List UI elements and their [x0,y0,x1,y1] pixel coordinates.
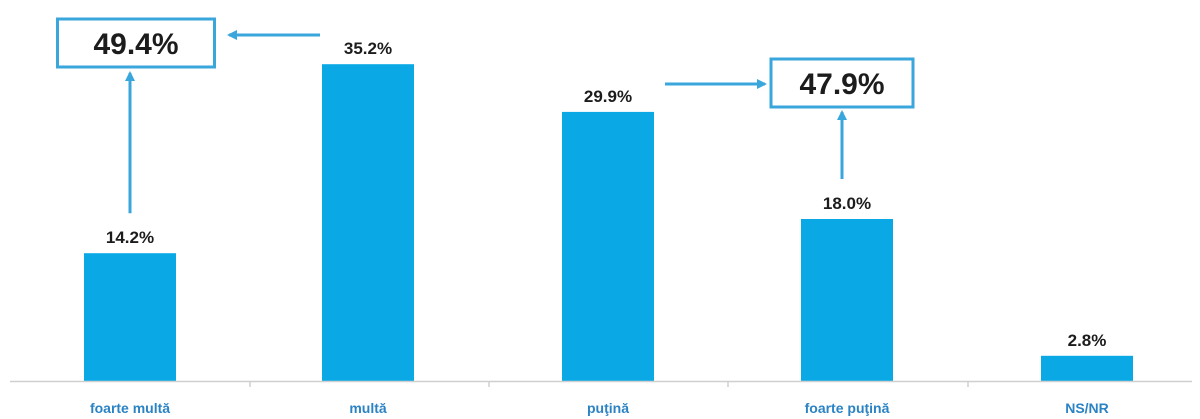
bars-layer [84,64,1133,382]
value-label: 35.2% [344,39,392,58]
value-label: 18.0% [823,194,871,213]
category-label: foarte multă [90,400,170,416]
sum-box-negative-label: 47.9% [799,68,884,101]
bar-2 [322,64,414,381]
category-label: multă [349,400,387,416]
bar-5 [1041,355,1133,381]
category-label: puţină [587,400,629,416]
sum-box-negative: 47.9% [769,57,915,109]
sum-box-positive-label: 49.4% [93,28,178,61]
category-label: foarte puţină [805,400,890,416]
value-label: 2.8% [1068,331,1107,350]
annotations-layer: 49.4% 47.9% [56,17,915,214]
value-label: 29.9% [584,87,632,106]
category-label: NS/NR [1065,400,1109,416]
labels-layer: 14.2% foarte multă 35.2% multă 29.9% puţină 18… [90,39,1109,416]
sum-box-positive: 49.4% [56,17,216,69]
bar-3 [562,111,654,382]
bar-1 [84,253,176,381]
sum-box-positive-frame [56,17,216,69]
bar-4 [801,219,893,381]
sum-box-negative-frame [769,57,915,109]
value-label: 14.2% [106,228,154,247]
